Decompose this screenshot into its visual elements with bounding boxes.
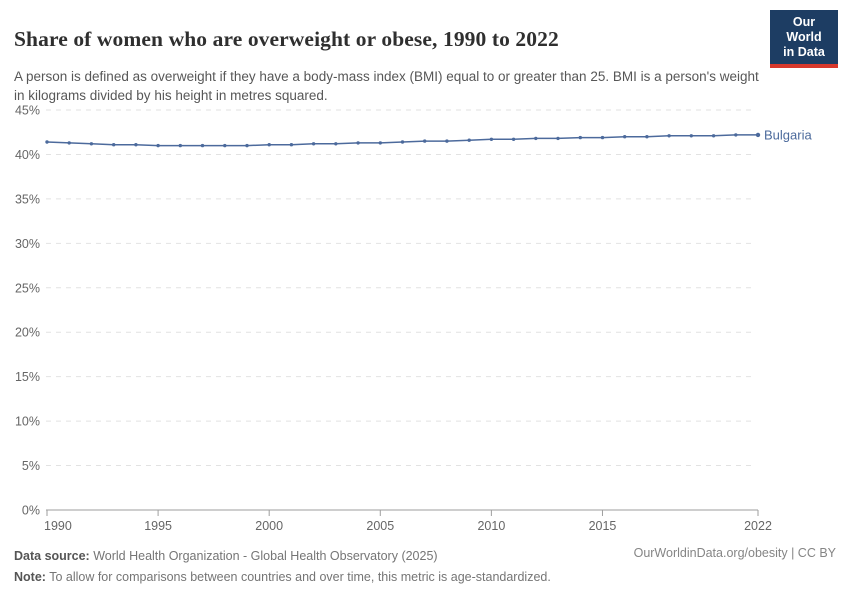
chart-title: Share of women who are overweight or obe…: [14, 27, 559, 52]
y-tick-label: 30%: [15, 237, 40, 251]
series-label[interactable]: Bulgaria: [764, 127, 812, 142]
chart-footer: Data source: World Health Organization -…: [14, 546, 634, 588]
data-source-text: World Health Organization - Global Healt…: [89, 549, 438, 563]
x-tick-label: 2000: [255, 519, 283, 533]
data-point[interactable]: [467, 138, 471, 142]
data-source-line: Data source: World Health Organization -…: [14, 546, 634, 567]
data-point[interactable]: [578, 135, 582, 140]
data-point[interactable]: [623, 135, 627, 139]
data-point[interactable]: [223, 143, 227, 148]
data-point[interactable]: [245, 143, 249, 148]
data-point[interactable]: [600, 135, 605, 140]
y-tick-label: 15%: [15, 370, 40, 384]
data-point[interactable]: [400, 140, 405, 144]
data-point[interactable]: [423, 139, 427, 143]
y-tick-label: 5%: [22, 459, 40, 473]
x-tick-label: 1995: [144, 519, 172, 533]
data-source-label: Data source:: [14, 549, 90, 563]
owid-logo-line2: in Data: [783, 45, 825, 59]
data-point[interactable]: [89, 142, 94, 146]
note-line: Note: To allow for comparisons between c…: [14, 567, 634, 588]
data-point[interactable]: [667, 134, 671, 138]
data-point[interactable]: [645, 135, 649, 139]
x-tick-label: 1990: [44, 519, 72, 533]
data-point[interactable]: [356, 141, 360, 145]
data-point[interactable]: [445, 139, 449, 143]
owid-logo[interactable]: Our World in Data: [770, 10, 838, 68]
chart-svg[interactable]: 0% 5% 10% 15% 20% 25% 30% 35% 40% 45% 1990 1995 2000…: [0, 95, 850, 540]
attribution-link[interactable]: OurWorldinData.org/obesity | CC BY: [633, 546, 836, 560]
y-tick-label: 45%: [15, 104, 40, 118]
x-tick-label: 2005: [366, 519, 394, 533]
data-point[interactable]: [489, 137, 494, 141]
data-point[interactable]: [267, 143, 271, 147]
data-point[interactable]: [378, 141, 382, 145]
x-tick-label: 2015: [589, 519, 617, 533]
data-point[interactable]: [112, 143, 116, 147]
note-text: To allow for comparisons between countri…: [45, 570, 551, 584]
data-point[interactable]: [334, 142, 338, 146]
data-point[interactable]: [511, 137, 516, 141]
chart-subtitle: A person is defined as overweight if the…: [14, 68, 759, 104]
y-tick-label: 10%: [15, 415, 40, 429]
y-tick-label: 25%: [15, 281, 40, 295]
data-point[interactable]: [200, 143, 205, 148]
data-point[interactable]: [734, 133, 738, 137]
data-point[interactable]: [289, 143, 294, 147]
data-point[interactable]: [534, 136, 538, 141]
data-point[interactable]: [755, 132, 761, 138]
y-tick-label: 0%: [22, 504, 40, 518]
x-tick-label: 2010: [477, 519, 505, 533]
data-point[interactable]: [67, 141, 71, 145]
x-tick-label: 2022: [744, 519, 772, 533]
data-point[interactable]: [711, 134, 716, 138]
chart-area[interactable]: 0% 5% 10% 15% 20% 25% 30% 35% 40% 45% 1990 1995 2000…: [0, 95, 850, 540]
owid-logo-line1: Our World: [786, 15, 822, 44]
data-point[interactable]: [689, 134, 693, 138]
data-point[interactable]: [134, 143, 138, 147]
note-label: Note:: [14, 570, 46, 584]
data-point[interactable]: [45, 140, 49, 144]
data-point[interactable]: [556, 136, 560, 141]
y-tick-label: 20%: [15, 326, 40, 340]
data-point[interactable]: [156, 143, 160, 148]
series-line[interactable]: [46, 134, 758, 147]
data-point[interactable]: [311, 142, 316, 146]
y-tick-label: 35%: [15, 192, 40, 206]
y-tick-label: 40%: [15, 148, 40, 162]
data-point[interactable]: [178, 143, 182, 148]
